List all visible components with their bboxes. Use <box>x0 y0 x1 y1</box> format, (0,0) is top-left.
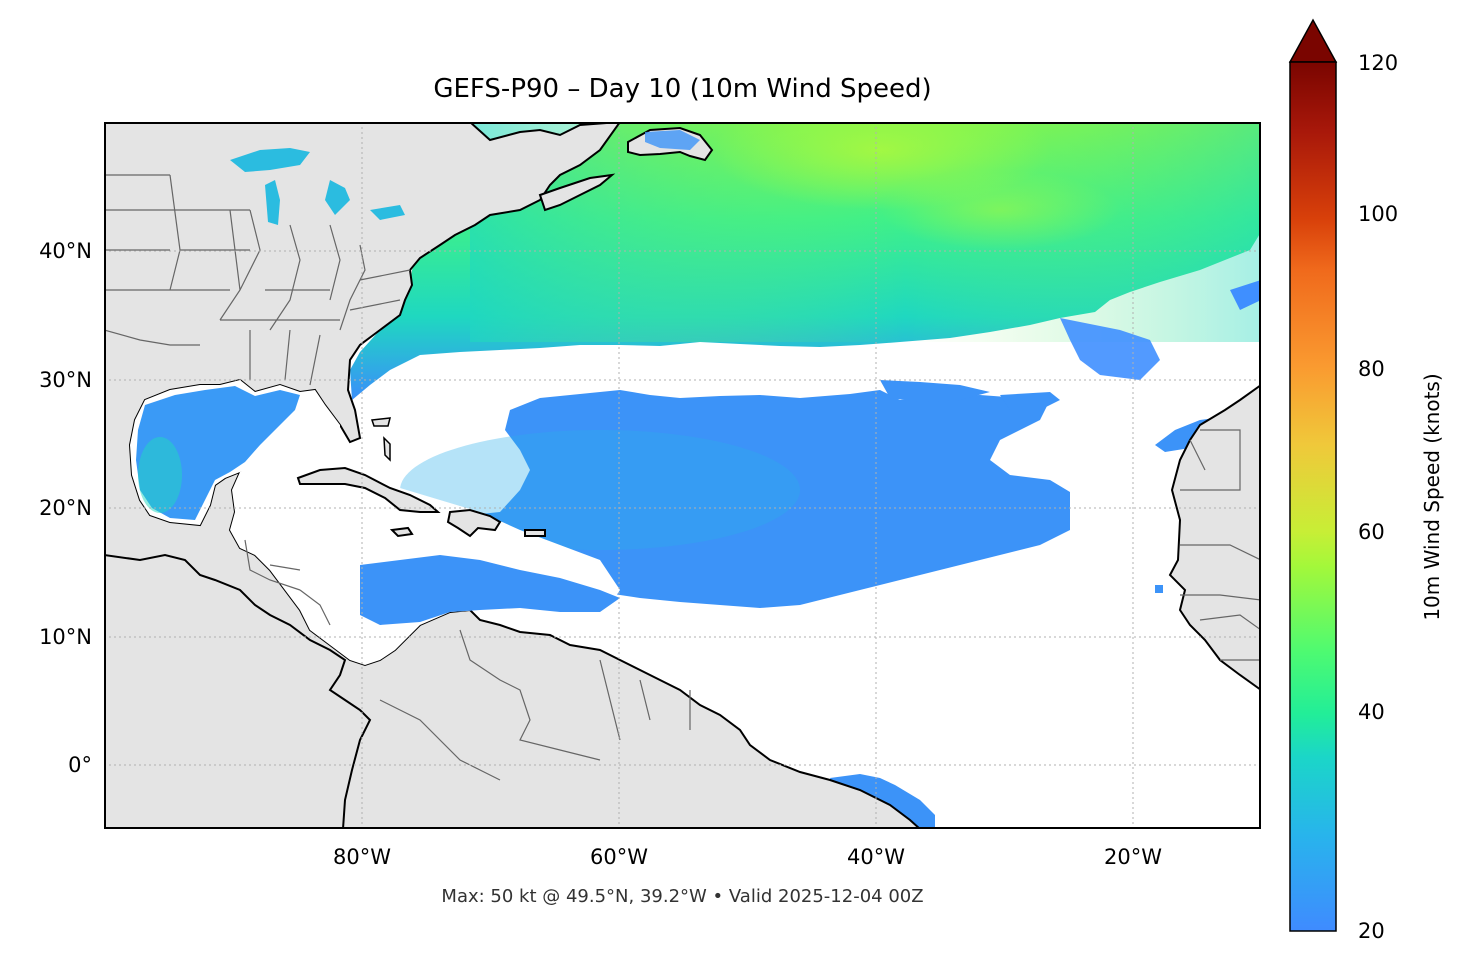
y-tick-10n: 10°N <box>39 625 92 649</box>
y-tick-20n: 20°N <box>39 496 92 520</box>
wind-speed-map <box>106 124 1259 827</box>
land-puerto-rico <box>524 529 546 537</box>
colorbar-label: 10m Wind Speed (knots) <box>1420 373 1444 621</box>
colorbar-tick-80: 80 <box>1358 357 1385 381</box>
colorbar-tick-100: 100 <box>1358 202 1399 226</box>
y-tick-30n: 30°N <box>39 368 92 392</box>
colorbar <box>1288 18 1340 934</box>
x-tick-20w: 20°W <box>1104 845 1162 869</box>
chart-footer-annotation: Max: 50 kt @ 49.5°N, 39.2°W • Valid 2025… <box>441 886 924 907</box>
land-africa <box>1168 385 1259 690</box>
map-plot-area <box>104 122 1261 829</box>
land-nova-scotia <box>538 173 616 212</box>
x-tick-80w: 80°W <box>333 845 391 869</box>
colorbar-tick-120: 120 <box>1358 51 1399 75</box>
colorbar-tick-60: 60 <box>1358 520 1385 544</box>
country-state-borders <box>106 174 1259 781</box>
x-tick-60w: 60°W <box>590 845 648 869</box>
land-cuba <box>296 466 441 513</box>
land-jamaica <box>389 526 414 538</box>
y-tick-0: 0° <box>68 753 92 777</box>
y-tick-40n: 40°N <box>39 239 92 263</box>
colorbar-tick-40: 40 <box>1358 700 1385 724</box>
x-tick-40w: 40°W <box>847 845 905 869</box>
land-hispaniola <box>446 508 502 538</box>
colorbar-tick-20: 20 <box>1358 919 1385 943</box>
chart-title: GEFS-P90 – Day 10 (10m Wind Speed) <box>433 74 932 104</box>
great-lakes <box>230 148 405 225</box>
